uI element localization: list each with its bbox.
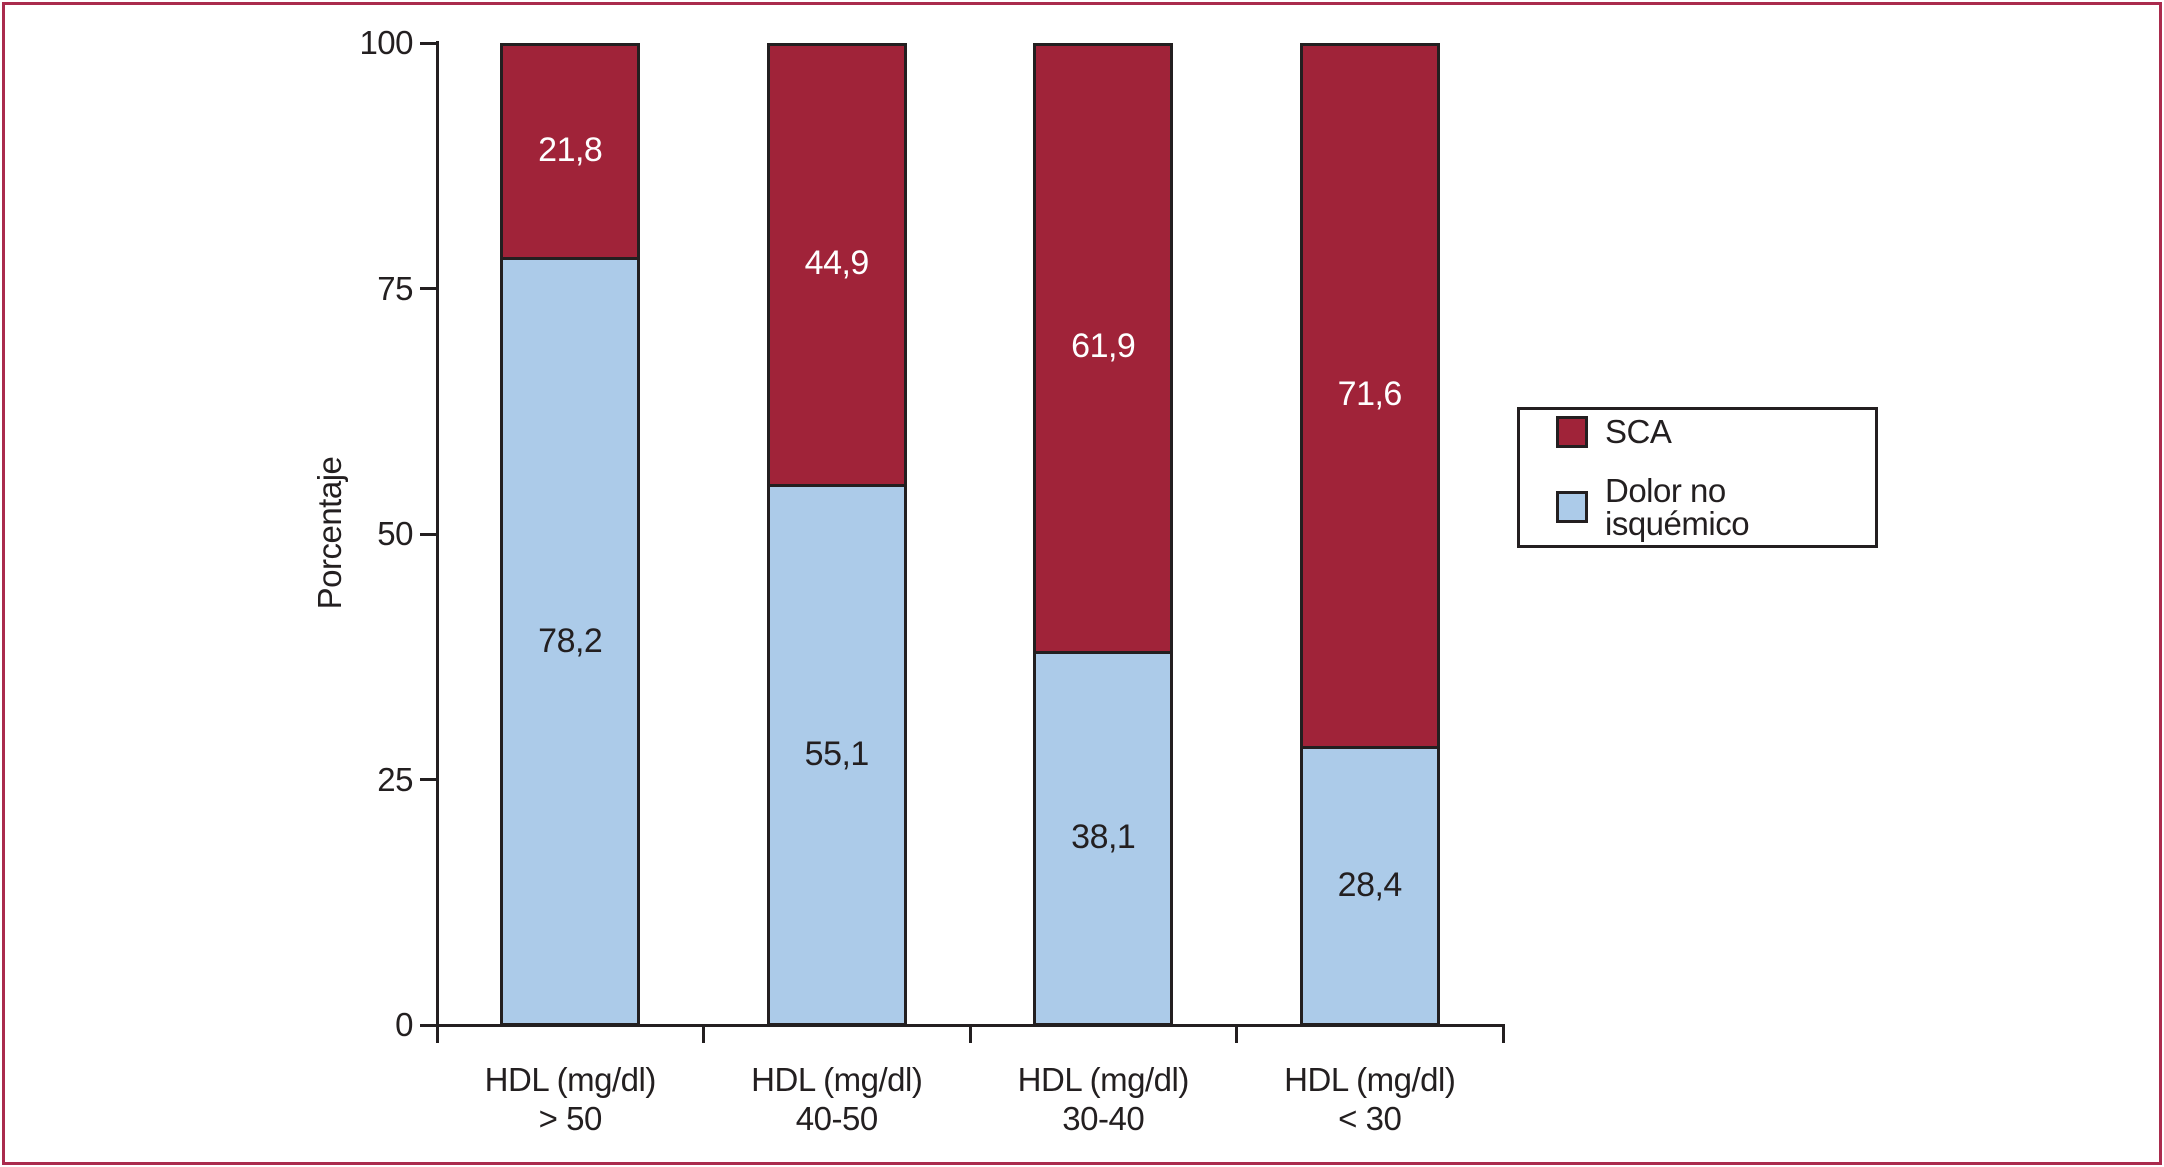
legend-swatch-dolor-no-isquemico	[1556, 491, 1588, 523]
bar-segment-sca	[1299, 43, 1440, 750]
bar-segment-dolor-no-isquemico	[1033, 650, 1174, 1027]
x-tick	[968, 1026, 972, 1043]
bar-value-label: 61,9	[1071, 327, 1136, 366]
y-tick-label: 75	[377, 269, 413, 307]
y-tick	[419, 41, 436, 45]
bar-segment-sca	[1033, 43, 1174, 654]
x-axis-line	[435, 1023, 1505, 1027]
x-category-label-line1: HDL (mg/dl)	[1284, 1061, 1456, 1098]
bar-segment-sca	[500, 43, 641, 261]
bar-segment-dolor-no-isquemico	[500, 257, 641, 1027]
y-tick	[419, 778, 436, 781]
y-tick	[419, 532, 436, 536]
legend-item: Dolor no isquémico	[1556, 474, 1875, 540]
bar-value-label: 44,9	[804, 243, 870, 282]
x-category-label-line1: HDL (mg/dl)	[484, 1061, 657, 1098]
bar-segment-dolor-no-isquemico	[766, 483, 907, 1027]
x-category-label-line2: < 30	[1338, 1100, 1402, 1137]
x-category-label: HDL (mg/dl) 40-50	[704, 1060, 971, 1138]
bar-value-label: 55,1	[804, 734, 870, 773]
y-tick	[419, 1023, 436, 1027]
bar-value-label: 28,4	[1337, 866, 1403, 905]
x-category-label-line1: HDL (mg/dl)	[1017, 1061, 1190, 1098]
y-tick-label: 50	[377, 515, 413, 552]
x-tick	[702, 1026, 705, 1043]
y-axis-line	[435, 41, 439, 1041]
x-category-label-line2: 30-40	[1062, 1100, 1145, 1137]
y-tick	[419, 287, 436, 290]
legend-swatch-sca	[1556, 415, 1588, 448]
x-category-label: HDL (mg/dl) 30-40	[970, 1060, 1237, 1138]
bar-value-label: 21,8	[538, 130, 603, 169]
x-tick	[1235, 1026, 1238, 1043]
x-category-label-line2: 40-50	[795, 1100, 878, 1137]
x-category-label: HDL (mg/dl) < 30	[1237, 1060, 1504, 1138]
y-tick-label: 25	[377, 760, 413, 798]
legend-label: Dolor no isquémico	[1605, 472, 1750, 542]
x-tick	[435, 1026, 439, 1043]
x-category-label-line1: HDL (mg/dl)	[751, 1061, 923, 1098]
legend-label: SCA	[1605, 413, 1672, 450]
y-tick-label: 100	[359, 24, 413, 61]
x-category-label-line2: > 50	[538, 1100, 603, 1137]
x-category-label: HDL (mg/dl) > 50	[437, 1060, 704, 1138]
y-tick-label: 0	[395, 1006, 413, 1043]
bar-value-label: 78,2	[538, 621, 603, 660]
bar-segment-sca	[766, 43, 907, 487]
bar-value-label: 71,6	[1337, 375, 1403, 414]
legend-item: SCA	[1556, 415, 1875, 448]
bar-value-label: 38,1	[1071, 818, 1136, 857]
legend: SCA Dolor no isquémico	[1517, 407, 1878, 548]
x-tick	[1501, 1026, 1505, 1043]
bar-segment-dolor-no-isquemico	[1299, 746, 1440, 1027]
